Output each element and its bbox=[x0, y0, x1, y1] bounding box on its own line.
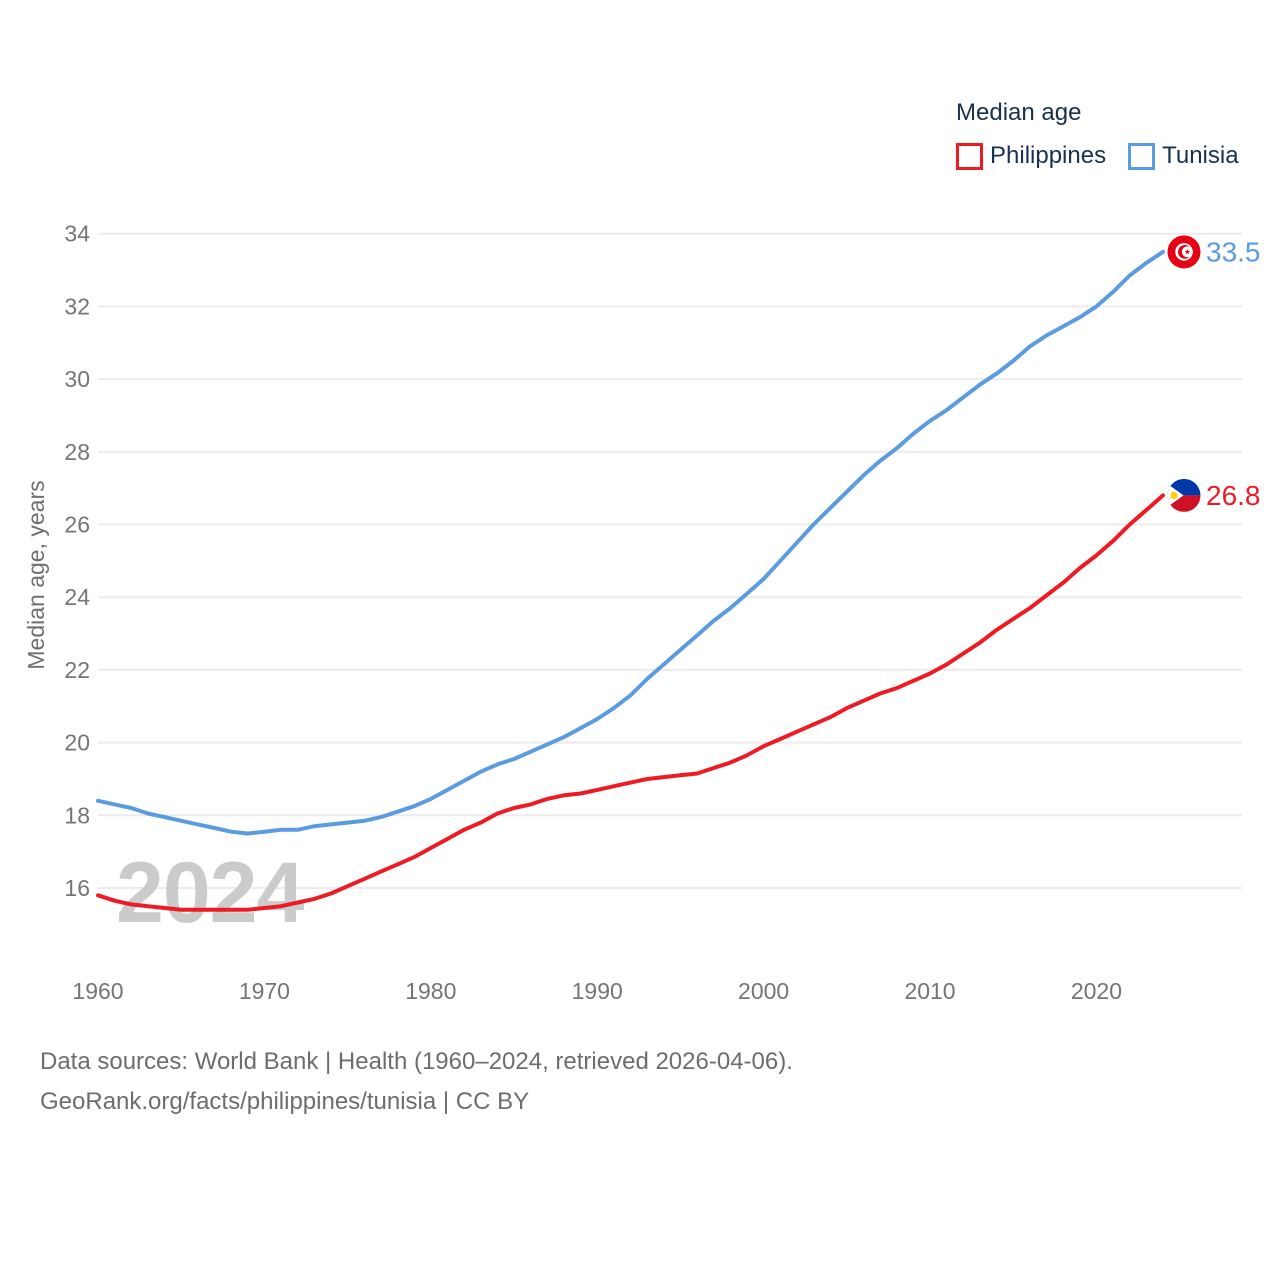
tunisia-line[interactable] bbox=[96, 249, 1165, 836]
y-tick-label: 18 bbox=[64, 802, 90, 828]
y-tick-label: 22 bbox=[64, 657, 90, 683]
tunisia-flag-icon bbox=[1167, 235, 1201, 269]
legend-items: Philippines Tunisia bbox=[956, 142, 1239, 170]
y-tick-label: 16 bbox=[64, 875, 90, 901]
caption-attribution: GeoRank.org/facts/philippines/tunisia | … bbox=[40, 1088, 530, 1115]
y-tick-label: 26 bbox=[64, 512, 90, 538]
x-tick-label: 1960 bbox=[72, 978, 123, 1004]
tunisia-swatch-icon bbox=[1128, 142, 1156, 170]
philippines-end-value: 26.8 bbox=[1206, 480, 1261, 511]
x-tick-label: 2020 bbox=[1071, 978, 1122, 1004]
y-tick-label: 32 bbox=[64, 293, 90, 319]
x-tick-label: 1990 bbox=[572, 978, 623, 1004]
watermark-year: 2024 bbox=[116, 845, 304, 941]
philippines-swatch-icon bbox=[956, 142, 983, 170]
caption: Data sources: World Bank | Health (1960–… bbox=[40, 1042, 793, 1122]
legend-title: Median age bbox=[956, 99, 1082, 126]
x-tick-label: 2000 bbox=[738, 978, 789, 1004]
legend-label-philippines: Philippines bbox=[990, 142, 1107, 169]
tunisia-end-value: 33.5 bbox=[1206, 236, 1261, 267]
x-tick-label: 2010 bbox=[904, 978, 955, 1004]
legend: Median age Philippines Tunisia bbox=[956, 99, 1239, 170]
x-tick-label: 1980 bbox=[405, 978, 456, 1004]
philippines-line[interactable] bbox=[96, 493, 1165, 912]
y-tick-label: 30 bbox=[64, 366, 90, 392]
y-tick-label: 28 bbox=[64, 439, 90, 465]
legend-label-tunisia: Tunisia bbox=[1162, 142, 1239, 169]
median-age-line-chart: 16 18 20 22 24 26 28 30 32 34 1960 1970 1980 1990 2000… bbox=[23, 221, 1261, 1004]
x-tick-label: 1970 bbox=[239, 978, 290, 1004]
philippines-flag-icon bbox=[1167, 478, 1201, 512]
caption-data-sources: Data sources: World Bank | Health (1960–… bbox=[40, 1048, 793, 1075]
y-tick-label: 34 bbox=[64, 221, 90, 247]
legend-item-tunisia[interactable]: Tunisia bbox=[1128, 142, 1239, 170]
y-axis-title: Median age, years bbox=[23, 480, 49, 669]
y-tick-label: 24 bbox=[64, 584, 90, 610]
legend-item-philippines[interactable]: Philippines bbox=[956, 142, 1106, 170]
y-tick-label: 20 bbox=[64, 730, 90, 756]
